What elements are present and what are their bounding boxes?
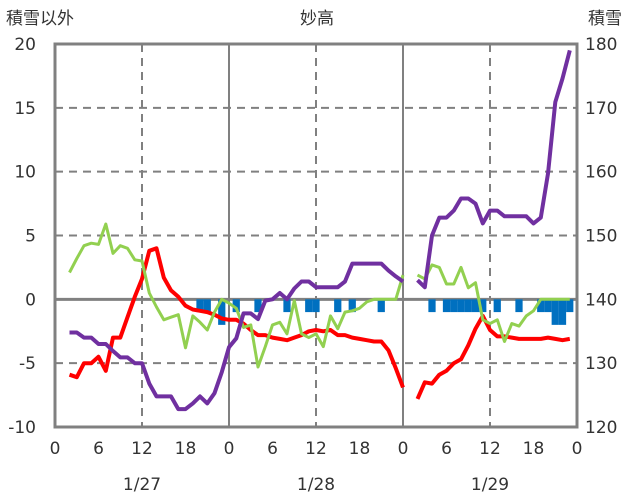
bar [283,299,291,313]
bar [334,299,342,313]
right-tick-label: 180 [585,35,617,55]
bar [566,299,574,313]
bar [196,299,204,313]
bar [305,299,313,313]
x-tick-label: 0 [224,439,235,459]
bar [515,299,523,313]
x-tick-label: 0 [572,439,583,459]
bar [544,299,552,313]
series-line-series-green [68,222,570,369]
bar [348,299,356,313]
left-tick-label: 20 [14,35,36,55]
left-axis-title: 積雪以外 [6,9,74,29]
bar [203,299,211,313]
x-tick-label: 0 [50,439,61,459]
bar [442,299,451,313]
x-tick-label: 18 [523,439,545,459]
bar [471,299,480,313]
chart-title: 妙高 [300,9,334,29]
x-tick-label: 18 [349,439,371,459]
bar [428,299,436,313]
lines [68,49,572,412]
grid [53,42,579,429]
x-tick-label: 6 [441,439,452,459]
right-tick-label: 120 [585,418,617,438]
x-tick-label: 12 [131,439,153,459]
right-tick-label: 170 [585,99,617,119]
bar [551,299,559,325]
bar [464,299,472,313]
x-tick-label: 12 [305,439,327,459]
bar [479,299,487,313]
bar [493,299,501,313]
bar [254,299,262,313]
bar [232,299,240,313]
bar [558,299,567,325]
series-line-snow-depth [69,49,572,412]
date-label: 1/29 [471,475,509,495]
left-tick-label: 5 [25,227,36,247]
date-label: 1/28 [297,475,335,495]
bar [537,299,545,313]
right-tick-label: 140 [585,290,617,310]
bar [450,299,458,313]
x-tick-label: 12 [479,439,501,459]
series-line-temperature [68,246,571,400]
x-tick-label: 0 [398,439,409,459]
left-tick-label: -5 [19,354,36,374]
right-tick-label: 160 [585,163,617,183]
right-tick-label: 150 [585,227,617,247]
plot-border [53,42,579,429]
x-tick-label: 18 [175,439,197,459]
bars [196,299,574,325]
right-tick-label: 130 [585,354,617,374]
left-tick-label: 10 [14,163,36,183]
bar [312,299,320,313]
left-tick-label: 0 [25,290,36,310]
x-tick-label: 6 [267,439,278,459]
date-label: 1/27 [123,475,161,495]
x-tick-label: 6 [93,439,104,459]
left-tick-label: 15 [14,99,36,119]
bar [457,299,465,313]
right-axis-title: 積雪 [588,9,622,29]
bar [218,299,226,325]
bar [377,299,385,313]
left-tick-label: -10 [8,418,36,438]
